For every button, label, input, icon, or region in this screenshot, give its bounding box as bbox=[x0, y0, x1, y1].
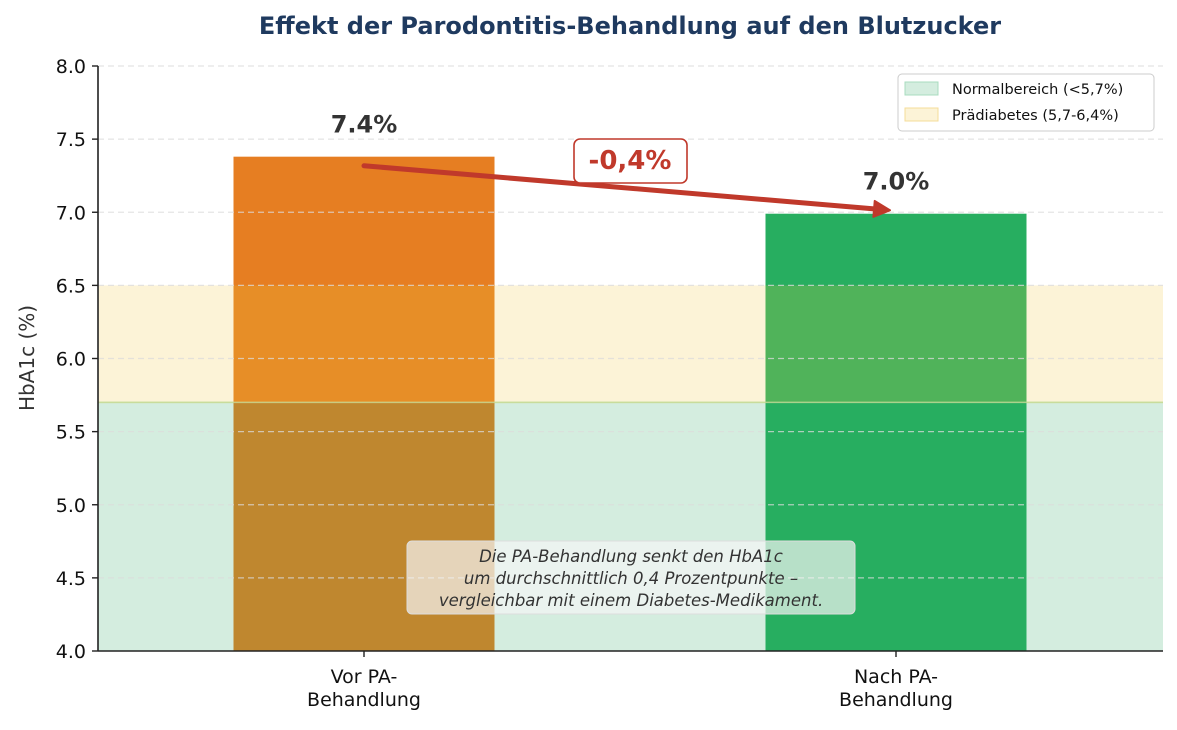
bar-value-labels: 7.4% 7.0% bbox=[331, 111, 930, 196]
delta-label: -0,4% bbox=[589, 146, 672, 176]
legend-entry: Prädiabetes (5,7-6,4%) bbox=[952, 108, 1119, 124]
y-axis-label: HbA1c (%) bbox=[15, 305, 39, 411]
note-line: vergleichbar mit einem Diabetes-Medikame… bbox=[439, 591, 823, 610]
y-tick-label: 5.0 bbox=[56, 495, 86, 517]
y-tick-label: 4.0 bbox=[56, 641, 86, 663]
change-arrow bbox=[361, 163, 891, 218]
legend: Normalbereich (<5,7%) Prädiabetes (5,7-6,… bbox=[897, 73, 1155, 132]
legend-swatch bbox=[904, 81, 939, 96]
y-tick-label: 6.5 bbox=[56, 275, 86, 297]
y-tick-label: 6.0 bbox=[56, 349, 86, 371]
legend-entry: Normalbereich (<5,7%) bbox=[952, 82, 1123, 98]
note-box bbox=[406, 540, 856, 615]
x-tick-label-line: Behandlung bbox=[839, 689, 953, 711]
x-tick-label-line: Vor PA- bbox=[331, 666, 398, 688]
arrow-shaft bbox=[361, 163, 877, 212]
bar-before-prediabetes-tint bbox=[233, 285, 495, 403]
bar-value-label: 7.4% bbox=[331, 111, 398, 139]
legend-swatch bbox=[904, 107, 939, 122]
y-tick-label: 7.5 bbox=[56, 129, 86, 151]
x-tick-label-line: Behandlung bbox=[307, 689, 421, 711]
y-tick-label: 4.5 bbox=[56, 568, 86, 590]
arrow-head bbox=[872, 199, 891, 218]
note-annotation: Die PA-Behandlung senkt den HbA1c um durc… bbox=[406, 540, 856, 615]
x-tick-label: Nach PA-Behandlung bbox=[839, 666, 953, 711]
bar-value-label: 7.0% bbox=[863, 168, 930, 196]
x-tick-label: Vor PA-Behandlung bbox=[307, 666, 421, 711]
delta-annotation: -0,4% bbox=[573, 138, 688, 184]
note-line: Die PA-Behandlung senkt den HbA1c bbox=[479, 547, 783, 566]
bar-after-prediabetes-tint bbox=[765, 285, 1027, 403]
x-tick-label-line: Nach PA- bbox=[854, 666, 938, 688]
y-tick-label: 7.0 bbox=[56, 202, 86, 224]
legend-box bbox=[897, 73, 1155, 132]
band-overlays bbox=[98, 285, 1163, 651]
note-line: um durchschnittlich 0,4 Prozentpunkte – bbox=[464, 569, 798, 588]
y-tick-label: 5.5 bbox=[56, 422, 86, 444]
y-axis-ticks: 4.0 4.5 5.0 5.5 6.0 6.5 7.0 7.5 8.0 bbox=[56, 56, 98, 663]
y-tick-label: 8.0 bbox=[56, 56, 86, 78]
chart-title: Effekt der Parodontitis-Behandlung auf d… bbox=[259, 12, 1001, 40]
delta-label-box bbox=[573, 138, 688, 184]
